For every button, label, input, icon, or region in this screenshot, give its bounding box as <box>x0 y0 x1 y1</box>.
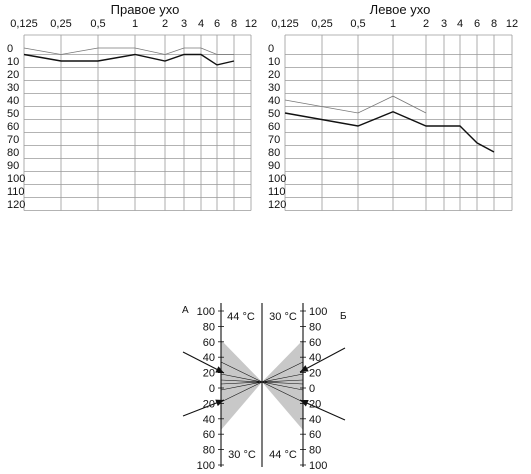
fan-wedge <box>221 370 262 430</box>
right-scale-label: 0 <box>309 383 315 395</box>
y-tick-label: 120 <box>7 199 25 211</box>
x-tick-label: 6 <box>214 18 220 30</box>
y-tick-label: 40 <box>268 95 280 107</box>
left-scale-label: 0 <box>209 383 215 395</box>
y-tick-label: 30 <box>268 82 280 94</box>
y-tick-label: 100 <box>268 173 286 185</box>
y-tick-label: 10 <box>7 56 19 68</box>
x-tick-label: 3 <box>181 18 187 30</box>
air-conduction-line <box>23 47 234 55</box>
right-scale-label: 80 <box>309 445 321 457</box>
right-scale-label: 20 <box>309 368 321 380</box>
y-tick-label: 50 <box>7 108 19 120</box>
label-b: Б <box>340 311 347 322</box>
y-tick-label: 0 <box>7 43 13 55</box>
chart-title: Правое ухо <box>111 2 180 17</box>
x-tick-label: 2 <box>162 18 168 30</box>
temp-top-right: 30 °C <box>269 311 297 323</box>
x-tick-label: 8 <box>231 18 237 30</box>
x-tick-label: 0,125 <box>10 18 38 30</box>
x-tick-label: 4 <box>198 18 204 30</box>
right-scale-label: 80 <box>309 321 321 333</box>
y-tick-label: 70 <box>7 134 19 146</box>
x-tick-label: 1 <box>390 18 396 30</box>
x-tick-label: 8 <box>491 18 497 30</box>
x-tick-label: 12 <box>506 18 518 30</box>
y-tick-label: 90 <box>268 160 280 172</box>
y-tick-label: 70 <box>268 134 280 146</box>
y-tick-label: 10 <box>268 56 280 68</box>
temp-bottom-left: 30 °C <box>228 449 256 461</box>
y-tick-label: 80 <box>7 147 19 159</box>
x-tick-label: 3 <box>441 18 447 30</box>
right-scale-label: 40 <box>309 352 321 364</box>
arrow-head <box>300 365 309 372</box>
bone-conduction-line <box>23 53 235 66</box>
left-scale-label: 40 <box>203 352 215 364</box>
left-scale-label: 80 <box>203 321 215 333</box>
x-tick-label: 1 <box>132 18 138 30</box>
y-tick-label: 40 <box>7 95 19 107</box>
y-tick-label: 120 <box>268 199 286 211</box>
chart-title: Левое ухо <box>370 2 431 17</box>
right-scale-label: 40 <box>309 414 321 426</box>
temp-bottom-right: 44 °C <box>269 449 297 461</box>
y-tick-label: 110 <box>268 186 286 198</box>
x-tick-label: 0,25 <box>50 18 71 30</box>
right-scale-label: 100 <box>309 460 327 472</box>
y-tick-label: 30 <box>7 82 19 94</box>
left-scale-label: 60 <box>203 337 215 349</box>
x-tick-label: 0,25 <box>311 18 332 30</box>
y-tick-label: 80 <box>268 147 280 159</box>
x-tick-label: 6 <box>474 18 480 30</box>
arrow-shaft <box>299 399 346 421</box>
temp-top-left: 44 °C <box>227 311 255 323</box>
air-conduction-line <box>284 95 427 114</box>
right-scale-label: 60 <box>309 337 321 349</box>
y-tick-label: 20 <box>268 69 280 81</box>
left-scale-label: 100 <box>197 460 215 472</box>
left-scale-label: 100 <box>197 306 215 318</box>
right-scale-label: 60 <box>309 429 321 441</box>
bone-conduction-line <box>284 110 495 153</box>
x-tick-label: 0,125 <box>271 18 299 30</box>
fan-wedge <box>262 370 303 430</box>
x-tick-label: 12 <box>245 18 257 30</box>
y-tick-label: 100 <box>7 173 25 185</box>
left-scale-label: 60 <box>203 429 215 441</box>
arrow-shaft <box>299 347 346 373</box>
left-scale-label: 40 <box>203 414 215 426</box>
label-a: А <box>182 305 189 316</box>
y-tick-label: 60 <box>7 121 19 133</box>
left-scale-label: 20 <box>203 368 215 380</box>
y-tick-label: 20 <box>7 69 19 81</box>
y-tick-label: 60 <box>268 121 280 133</box>
x-tick-label: 0,5 <box>350 18 365 30</box>
x-tick-label: 0,5 <box>90 18 105 30</box>
arrow-head <box>300 400 309 407</box>
y-tick-label: 0 <box>268 43 274 55</box>
right-scale-label: 100 <box>309 306 327 318</box>
x-tick-label: 2 <box>423 18 429 30</box>
x-tick-label: 4 <box>457 18 463 30</box>
left-scale-label: 80 <box>203 445 215 457</box>
y-tick-label: 110 <box>7 186 25 198</box>
arrow-head <box>215 399 224 407</box>
right-scale-label: 20 <box>309 398 321 410</box>
y-tick-label: 90 <box>7 160 19 172</box>
arrow-head <box>215 366 224 373</box>
y-tick-label: 50 <box>268 108 280 120</box>
